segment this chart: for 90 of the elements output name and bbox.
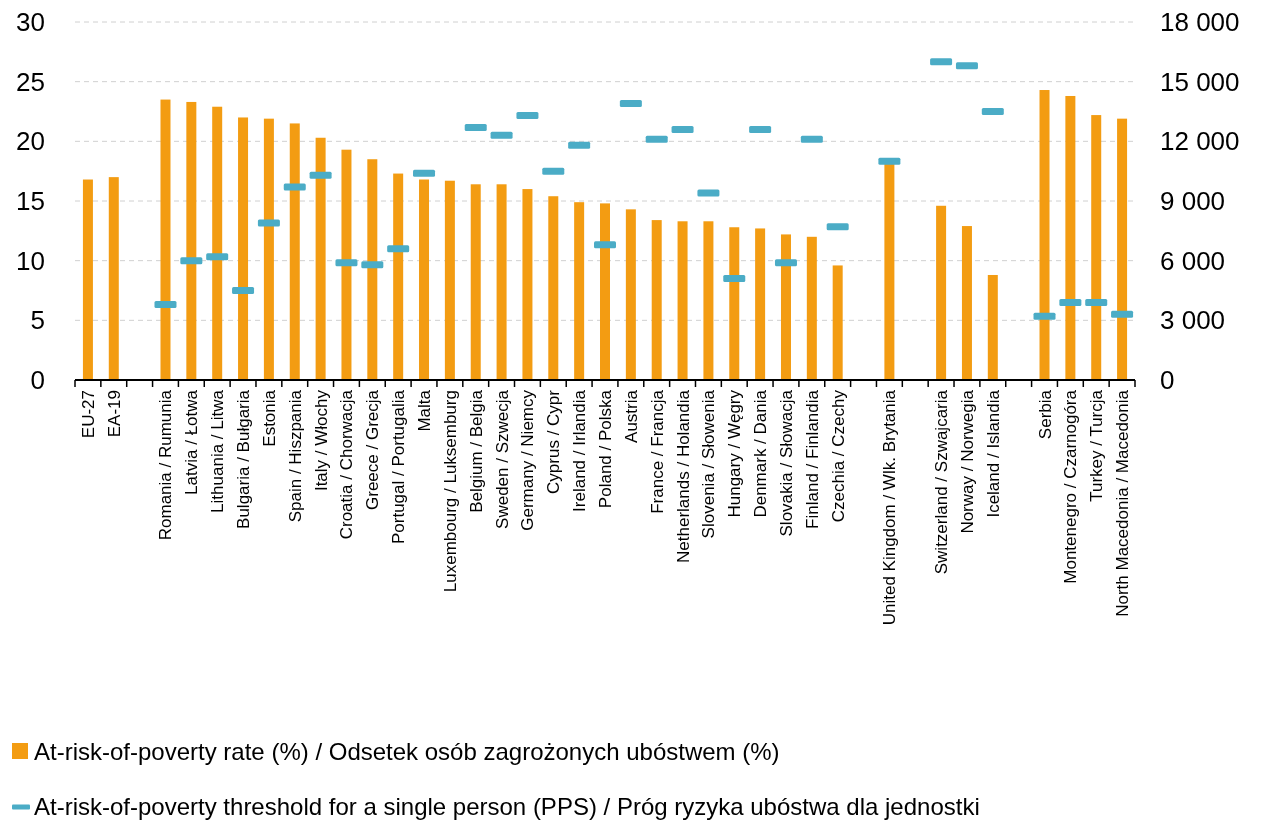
x-tick-label: Latvia / Łotwa (182, 389, 202, 495)
bar (82, 179, 93, 380)
bar (651, 220, 662, 380)
x-tick-label: Finland / Finlandia (802, 389, 822, 529)
x-tick-label: Portugal / Portugalia (389, 389, 409, 545)
bar (1091, 115, 1102, 380)
bar (884, 164, 895, 380)
y-tick-label: 0 (30, 365, 45, 396)
x-tick-label: Czechia / Czechy (828, 389, 848, 523)
x-tick-label: Hungary / Węgry (725, 389, 745, 518)
bar (600, 203, 610, 380)
bar (1117, 118, 1128, 380)
bar (212, 106, 223, 380)
bar (444, 180, 455, 380)
bar (289, 123, 300, 380)
bar (238, 117, 249, 380)
x-tick-label: Cyprus / Cypr (544, 389, 564, 494)
x-tick-label: Denmark / Dania (751, 389, 771, 518)
x-tick-label: France / Francja (647, 389, 667, 514)
bar (987, 274, 998, 380)
bar (341, 149, 352, 380)
x-tick-label: Greece / Grecja (363, 389, 383, 510)
x-tick-label: Turkey / Turcja (1087, 389, 1107, 502)
x-tick-label: Italy / Włochy (311, 389, 331, 492)
x-tick-label: Netherlands / Holandia (673, 389, 693, 563)
x-tick-label: United Kingdom / Wlk. Brytania (880, 389, 900, 626)
y2-tick-label: 9 000 (1160, 186, 1226, 217)
y-tick-label: 20 (16, 126, 45, 157)
bar (574, 202, 585, 380)
bar (393, 173, 404, 380)
y-tick-label: 15 (16, 186, 45, 217)
x-tick-label: Belgium / Belgia (466, 389, 486, 513)
bar (496, 184, 507, 380)
bar (263, 118, 274, 380)
y-tick-label: 5 (30, 305, 45, 336)
bar (548, 196, 559, 380)
bar (470, 184, 481, 380)
y2-tick-label: 0 (1160, 365, 1175, 396)
bar (1065, 95, 1076, 380)
y2-tick-label: 12 000 (1160, 126, 1240, 157)
x-tick-label: Iceland / Islandia (983, 389, 1003, 518)
x-tick-label: Luxembourg / Luksemburg (440, 390, 460, 593)
bar (625, 209, 636, 380)
y2-tick-label: 6 000 (1160, 245, 1226, 276)
bar (780, 234, 791, 380)
x-tick-label: Poland / Polska (596, 389, 615, 509)
bar (419, 179, 430, 380)
bar (729, 227, 740, 380)
bar (186, 101, 197, 380)
bar (703, 221, 714, 380)
x-tick-label: Romania / Rumunia (156, 389, 176, 541)
x-tick-label: Spain / Hiszpania (285, 389, 305, 523)
bar (1039, 90, 1050, 380)
x-tick-label: EA-19 (104, 390, 124, 438)
bar (522, 189, 533, 380)
x-tick-label: Malta (415, 389, 435, 432)
x-tick-label: Slovenia / Słowenia (699, 389, 719, 539)
bar (832, 265, 843, 380)
x-tick-label: Montenegro / Czarnogóra (1061, 389, 1081, 584)
x-tick-label: Estonia (259, 389, 279, 447)
x-tick-label: North Macedonia / Macedonia (1113, 389, 1133, 617)
y-tick-label: 30 (16, 7, 45, 38)
y2-tick-label: 3 000 (1160, 305, 1226, 336)
y2-tick-label: 18 000 (1160, 7, 1240, 38)
x-tick-label: Austria (621, 389, 641, 443)
bar (160, 99, 171, 380)
legend-label: At-risk-of-poverty rate (%) / Odsetek osób zagrożonych ubóstwem (%) (34, 738, 780, 766)
y-tick-label: 25 (16, 66, 45, 97)
bar (755, 228, 766, 380)
x-tick-label: Bulgaria / Bułgaria (234, 389, 254, 529)
bar (315, 137, 326, 380)
bar (108, 177, 119, 380)
bar (961, 226, 972, 380)
x-tick-label: Germany / Niemcy (518, 389, 538, 531)
bar (806, 236, 817, 380)
x-tick-label: Croatia / Chorwacja (337, 389, 357, 540)
y2-tick-label: 15 000 (1160, 66, 1240, 97)
x-tick-label: Switzerland / Szwajcaria (932, 389, 952, 575)
x-tick-label: Ireland / Irlandia (570, 389, 590, 512)
x-tick-label: EU-27 (78, 390, 98, 439)
x-tick-label: Sweden / Szwecja (492, 389, 512, 529)
legend-label: At-risk-of-poverty threshold for a single person (PPS) / Próg ryzyka ubóstwa dla jednostki (34, 793, 980, 821)
x-tick-label: Slovakia / Słowacja (776, 389, 796, 537)
bar (367, 159, 378, 380)
x-tick-label: Lithuania / Litwa (208, 389, 228, 513)
bar (936, 205, 947, 380)
x-tick-label: Serbia (1035, 389, 1055, 440)
bar (677, 221, 688, 380)
y-tick-label: 10 (16, 245, 45, 276)
x-tick-label: Norway / Norwegia (957, 389, 977, 534)
